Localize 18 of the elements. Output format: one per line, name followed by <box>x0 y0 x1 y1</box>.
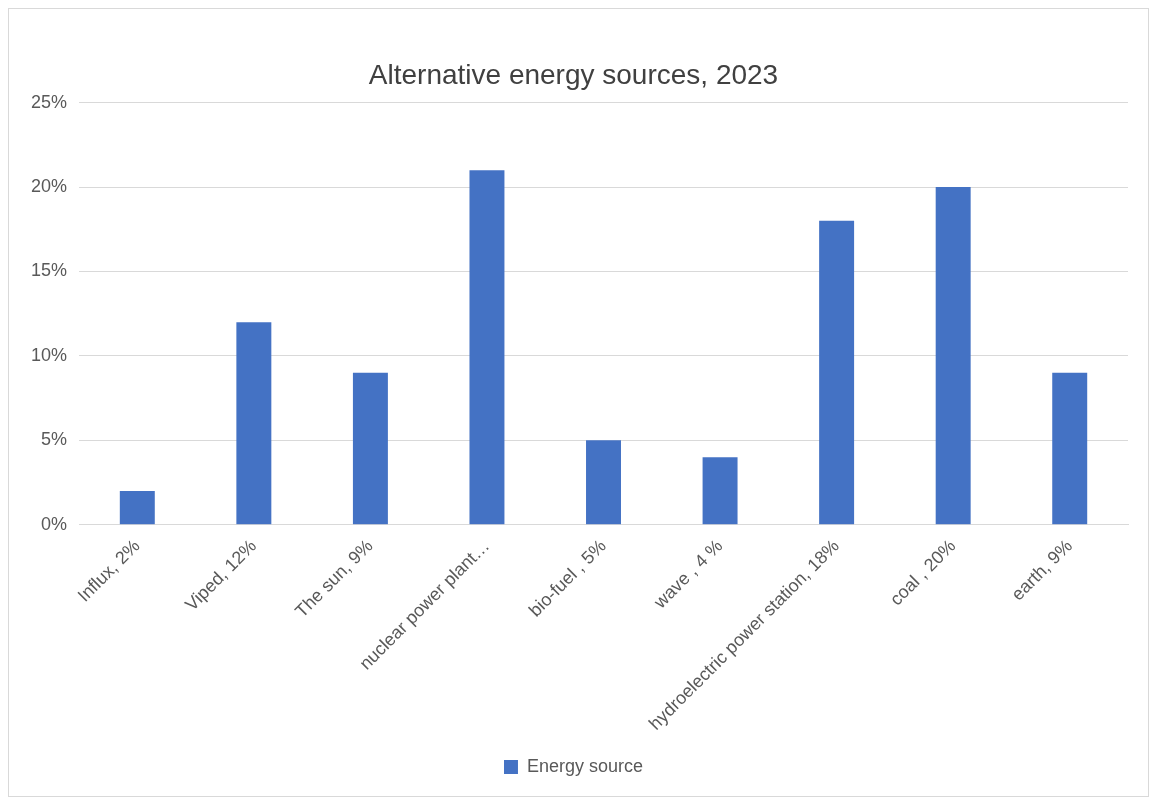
bar <box>935 187 971 525</box>
chart-title: Alternative energy sources, 2023 <box>368 58 779 90</box>
bar <box>702 457 738 525</box>
y-tick-label: 20% <box>31 176 68 197</box>
bar <box>119 491 155 525</box>
y-tick-label: 15% <box>31 260 68 281</box>
y-tick-label: 25% <box>31 91 68 112</box>
y-tick-label: 10% <box>31 344 68 365</box>
y-tick-label: 0% <box>41 513 68 534</box>
bar <box>469 170 505 525</box>
y-tick-label: 5% <box>41 429 68 450</box>
legend-label: Energy source <box>526 755 644 776</box>
bar <box>236 322 272 525</box>
bar <box>352 372 388 525</box>
bar <box>586 440 621 525</box>
bar <box>1052 372 1088 525</box>
x-tick-label: The sun, 9% <box>291 535 377 622</box>
bar <box>819 220 855 525</box>
